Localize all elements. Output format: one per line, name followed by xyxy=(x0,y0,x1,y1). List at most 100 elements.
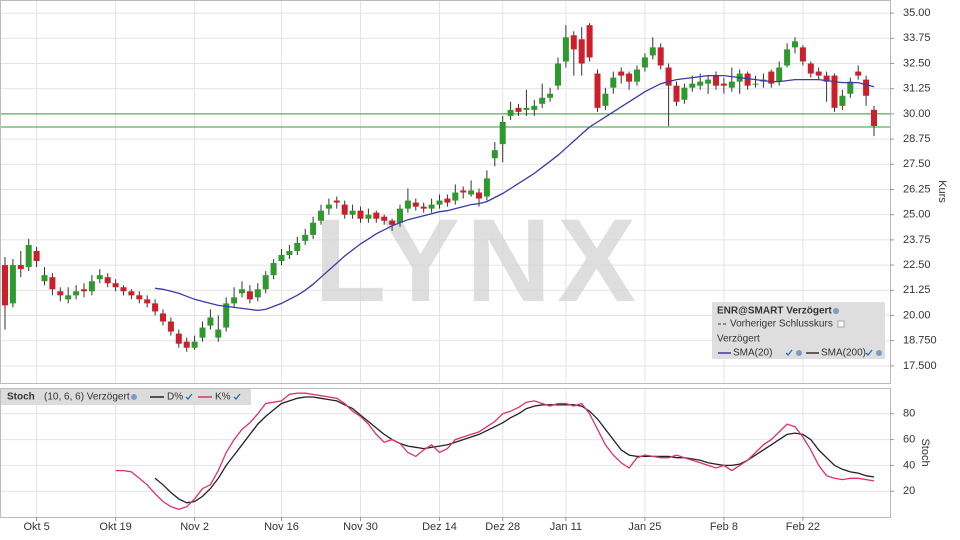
candle-body xyxy=(815,71,822,76)
candle-body xyxy=(863,79,870,96)
panel-subtitle: (10, 6, 6) Verzögert xyxy=(44,392,130,403)
legend-entry: SMA(200) xyxy=(821,348,866,359)
candle-body xyxy=(412,202,419,207)
candle-body xyxy=(776,67,783,82)
y-tick-label: 30.00 xyxy=(903,108,931,120)
x-tick-label: Okt 5 xyxy=(23,521,49,533)
candle-body xyxy=(839,95,846,106)
candle-body xyxy=(665,67,672,86)
candle-body xyxy=(175,333,182,344)
candle-body xyxy=(807,63,814,74)
candle-body xyxy=(302,234,309,241)
candle-body xyxy=(223,303,230,328)
legend-icon xyxy=(796,350,802,356)
legend-entry: D% xyxy=(167,392,183,403)
candle-body xyxy=(855,71,862,76)
candle-body xyxy=(784,49,791,66)
candle-body xyxy=(436,200,443,205)
legend-icon xyxy=(833,308,839,314)
candle-body xyxy=(310,222,317,235)
candle-body xyxy=(73,291,80,296)
candle-body xyxy=(333,200,340,203)
candle-body xyxy=(286,250,293,255)
candle-body xyxy=(294,242,301,251)
y-tick-label: 23.75 xyxy=(903,234,931,246)
candle-body xyxy=(167,321,174,332)
candle-body xyxy=(278,254,285,262)
candle-body xyxy=(476,192,482,199)
candle-body xyxy=(792,41,798,48)
candle-body xyxy=(681,87,688,100)
candle-body xyxy=(246,291,253,300)
legend-section: Verzögert xyxy=(717,334,760,345)
candle-body xyxy=(452,192,459,201)
y-tick-label: 28.75 xyxy=(903,133,931,145)
candle-body xyxy=(2,265,8,306)
candle-body xyxy=(673,85,680,102)
candle-body xyxy=(254,289,261,298)
candle-body xyxy=(33,250,40,262)
candle-body xyxy=(618,71,625,76)
candle-body xyxy=(768,71,775,84)
legend: ENR@SMART Verzögert Vorheriger Schlusskur… xyxy=(712,302,885,359)
candle-body xyxy=(507,109,514,116)
candle-body xyxy=(17,265,24,270)
legend-check xyxy=(865,349,873,356)
candle-body xyxy=(610,77,617,88)
candle-body xyxy=(602,93,609,106)
candle-body xyxy=(799,47,806,62)
sma-line xyxy=(155,74,875,312)
y-tick-label: 22.50 xyxy=(903,259,931,271)
x-tick-label: Jan 25 xyxy=(628,521,661,533)
candle-body xyxy=(404,200,411,209)
candle-body xyxy=(578,39,585,64)
candle-body xyxy=(420,206,427,209)
candle-body xyxy=(239,289,245,294)
candle-body xyxy=(389,220,396,225)
candle-body xyxy=(547,93,554,98)
candle-body xyxy=(555,63,561,86)
y-tick-label: 20.00 xyxy=(903,309,931,321)
y-tick-label: 40 xyxy=(903,459,915,471)
candle-body xyxy=(112,283,119,288)
candle-body xyxy=(215,329,222,338)
y-tick-label: 20 xyxy=(903,485,915,497)
candle-body xyxy=(491,150,498,159)
candle-body xyxy=(136,295,143,300)
candle-body xyxy=(428,204,435,209)
stoch-line xyxy=(115,392,875,510)
x-tick-label: Nov 2 xyxy=(180,521,209,533)
header-icon xyxy=(131,394,137,400)
header-box xyxy=(1,389,251,405)
candle-body xyxy=(270,263,277,276)
x-tick-label: Okt 19 xyxy=(99,521,131,533)
candle-body xyxy=(634,69,640,82)
candle-body xyxy=(397,208,403,223)
axis-label: Stoch xyxy=(919,438,931,466)
y-tick-label: 60 xyxy=(903,434,915,446)
candle-body xyxy=(831,75,838,108)
candle-body xyxy=(468,190,475,195)
candle-body xyxy=(160,313,166,322)
x-tick-label: Dez 28 xyxy=(485,521,520,533)
y-tick-label: 26.25 xyxy=(903,183,931,195)
candle-body xyxy=(871,109,877,126)
candle-body xyxy=(128,291,135,296)
candle-body xyxy=(713,75,719,86)
candle-body xyxy=(641,57,648,68)
candle-body xyxy=(570,35,577,50)
candle-body xyxy=(499,121,506,145)
candle-body xyxy=(96,275,103,280)
candle-body xyxy=(373,212,380,219)
axis-label: Kurs xyxy=(936,180,948,203)
candle-body xyxy=(231,297,238,304)
candle-body xyxy=(523,107,530,110)
candle-body xyxy=(728,81,735,88)
candle-body xyxy=(152,303,159,312)
legend-title: ENR@SMART Verzögert xyxy=(717,306,832,317)
y-tick-label: 31.25 xyxy=(903,83,931,95)
candle-body xyxy=(626,73,633,82)
candle-body xyxy=(381,216,388,221)
